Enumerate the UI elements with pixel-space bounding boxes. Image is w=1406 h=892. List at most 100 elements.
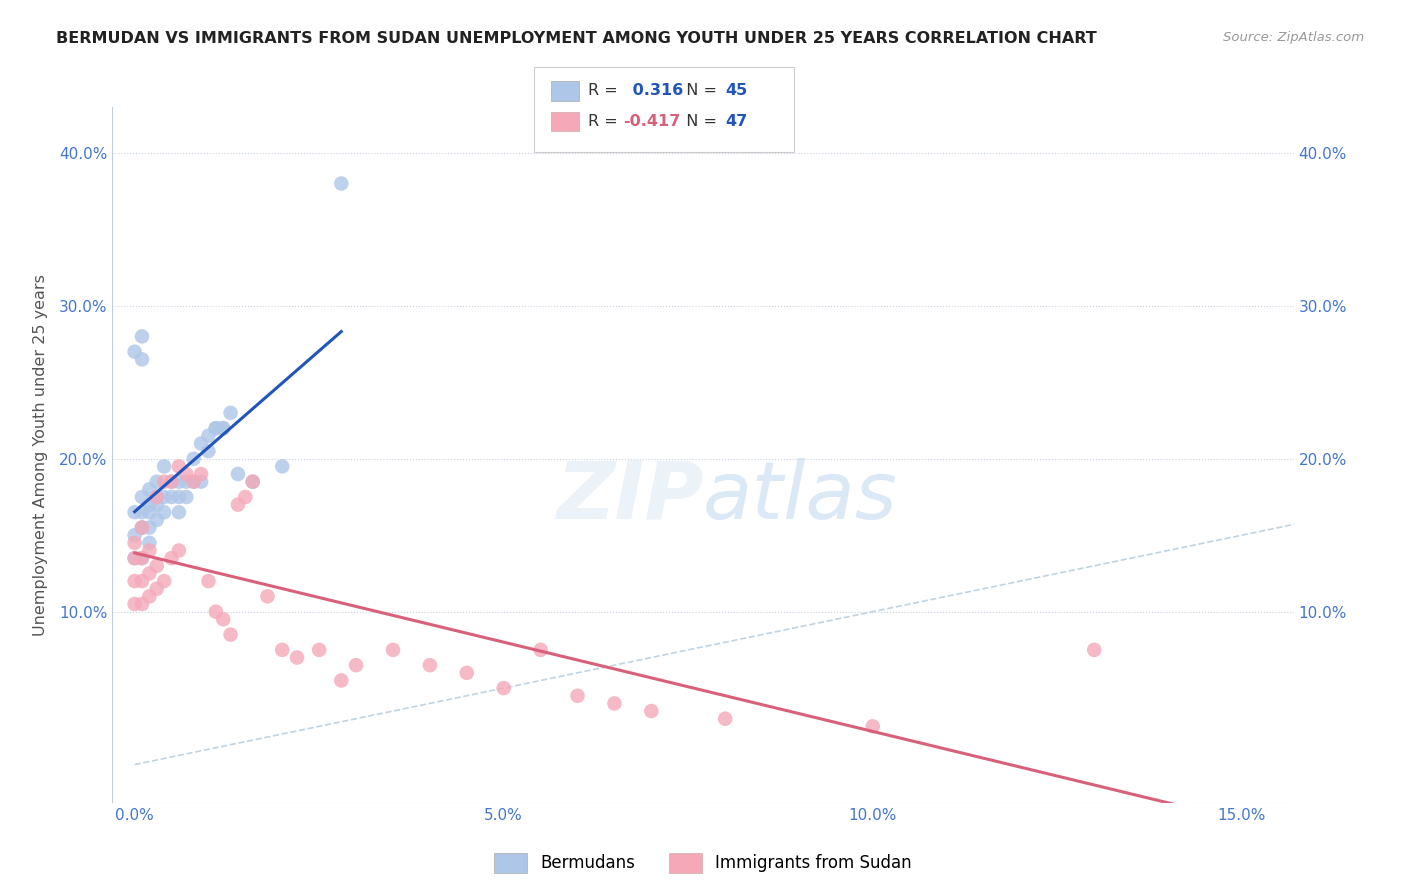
Point <box>146 490 169 504</box>
Point <box>456 665 478 680</box>
Point <box>330 673 353 688</box>
Point <box>160 490 183 504</box>
Text: 0.316: 0.316 <box>627 84 683 98</box>
Point <box>124 574 146 588</box>
Point <box>124 505 146 519</box>
Point <box>174 490 197 504</box>
Point <box>226 467 249 481</box>
Text: 47: 47 <box>725 114 748 128</box>
Point <box>138 483 160 497</box>
Point <box>153 505 176 519</box>
Point <box>131 551 153 566</box>
Point <box>138 505 160 519</box>
Point <box>153 490 176 504</box>
Point <box>138 543 160 558</box>
Point <box>146 490 169 504</box>
Point <box>1083 643 1105 657</box>
Point <box>124 551 146 566</box>
Point <box>167 459 190 474</box>
Text: ZIP: ZIP <box>555 458 703 536</box>
Point <box>640 704 662 718</box>
Point <box>124 344 146 359</box>
Point <box>167 475 190 489</box>
Point <box>160 475 183 489</box>
Point <box>308 643 330 657</box>
Point <box>344 658 367 673</box>
Point <box>567 689 589 703</box>
Point <box>146 475 169 489</box>
Point <box>212 421 235 435</box>
Point <box>271 643 294 657</box>
Text: atlas: atlas <box>703 458 898 536</box>
Point <box>197 429 219 443</box>
Point <box>167 543 190 558</box>
Point <box>146 582 169 596</box>
Point <box>205 605 228 619</box>
Point <box>131 520 153 534</box>
Text: N =: N = <box>676 114 723 128</box>
Point <box>226 498 249 512</box>
Point <box>219 627 242 641</box>
Text: BERMUDAN VS IMMIGRANTS FROM SUDAN UNEMPLOYMENT AMONG YOUTH UNDER 25 YEARS CORREL: BERMUDAN VS IMMIGRANTS FROM SUDAN UNEMPL… <box>56 31 1097 46</box>
Point <box>190 467 212 481</box>
Text: 45: 45 <box>725 84 748 98</box>
Text: -0.417: -0.417 <box>623 114 681 128</box>
Point <box>330 177 353 191</box>
Point <box>131 490 153 504</box>
Point <box>190 436 212 450</box>
Point <box>205 421 228 435</box>
Point <box>153 574 176 588</box>
Point <box>131 574 153 588</box>
Point <box>219 406 242 420</box>
Point <box>131 329 153 343</box>
Point <box>131 505 153 519</box>
Point <box>190 475 212 489</box>
Point <box>146 558 169 573</box>
Point <box>131 352 153 367</box>
Point <box>146 513 169 527</box>
Point <box>212 612 235 626</box>
Point <box>124 536 146 550</box>
Point <box>233 490 257 504</box>
Text: R =: R = <box>588 114 623 128</box>
Point <box>131 520 153 534</box>
Point <box>183 475 205 489</box>
Point <box>183 475 205 489</box>
Point <box>124 528 146 542</box>
Point <box>183 451 205 466</box>
Point <box>131 551 153 566</box>
Legend: Bermudans, Immigrants from Sudan: Bermudans, Immigrants from Sudan <box>488 847 918 880</box>
Point <box>242 475 264 489</box>
Point <box>138 498 160 512</box>
Point <box>382 643 405 657</box>
Point <box>212 421 235 435</box>
Text: Source: ZipAtlas.com: Source: ZipAtlas.com <box>1223 31 1364 45</box>
Point <box>124 597 146 611</box>
Y-axis label: Unemployment Among Youth under 25 years: Unemployment Among Youth under 25 years <box>32 274 48 636</box>
Point <box>714 712 737 726</box>
Point <box>138 566 160 581</box>
Point <box>242 475 264 489</box>
Point <box>160 475 183 489</box>
Point <box>138 520 160 534</box>
Text: R =: R = <box>588 84 623 98</box>
Point <box>197 574 219 588</box>
Point <box>862 719 884 733</box>
Point <box>131 597 153 611</box>
Point <box>167 490 190 504</box>
Point <box>419 658 441 673</box>
Point <box>271 459 294 474</box>
Point <box>174 467 197 481</box>
Point <box>131 520 153 534</box>
Text: N =: N = <box>676 84 723 98</box>
Point <box>603 697 626 711</box>
Point <box>492 681 515 695</box>
Point <box>124 551 146 566</box>
Point <box>197 444 219 458</box>
Point <box>153 475 176 489</box>
Point <box>138 590 160 604</box>
Point <box>146 498 169 512</box>
Point <box>153 459 176 474</box>
Point <box>256 590 278 604</box>
Point <box>174 475 197 489</box>
